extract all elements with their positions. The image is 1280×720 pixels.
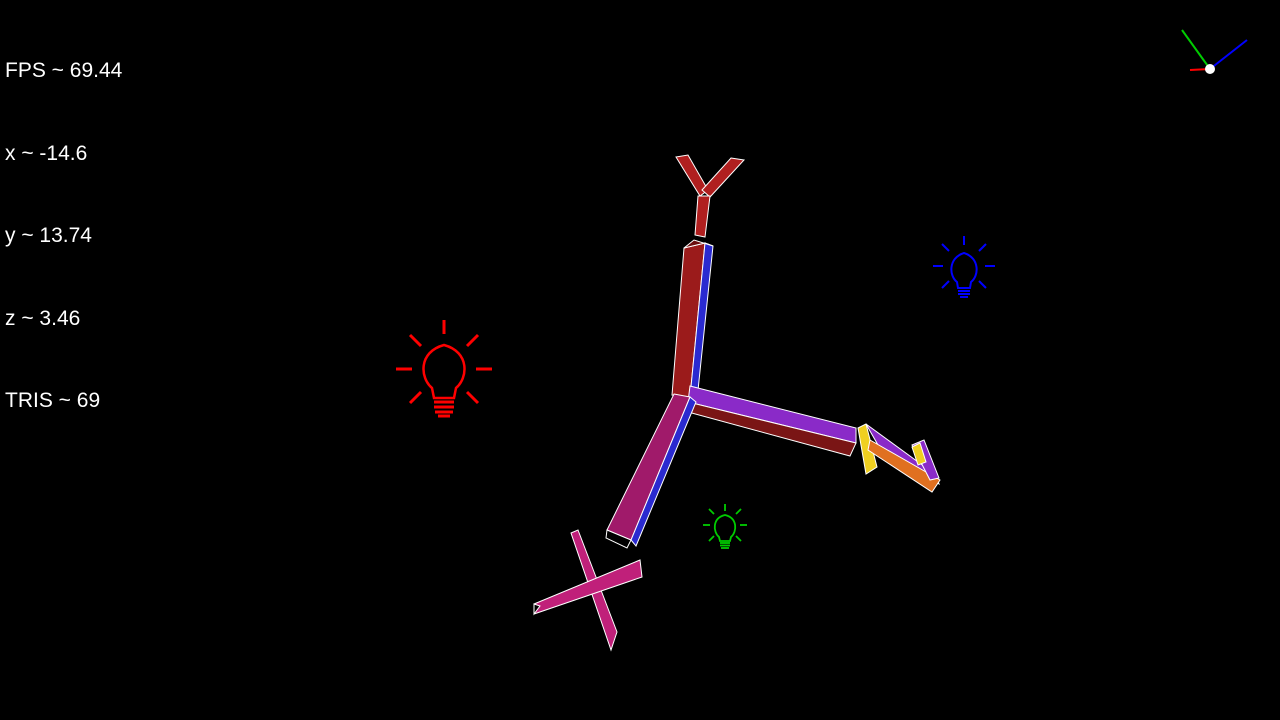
orientation-gizmo[interactable] xyxy=(1181,29,1248,74)
triangle-count-readout: TRIS ~ 69 xyxy=(5,389,101,412)
y-coordinate-readout: y ~ 13.74 xyxy=(5,224,92,247)
y-axis-bar xyxy=(671,239,714,401)
fps-readout: FPS ~ 69.44 xyxy=(5,59,123,82)
light-bulb-icon[interactable] xyxy=(703,504,747,549)
z-axis-label xyxy=(533,529,643,652)
light-bulb-icon[interactable] xyxy=(396,320,492,418)
y-axis-label xyxy=(675,154,746,238)
stats-overlay: FPS ~ 69.44 x ~ -14.6 y ~ 13.74 z ~ 3.46… xyxy=(5,2,122,470)
light-bulb-icon[interactable] xyxy=(933,236,995,298)
x-axis-bar xyxy=(687,385,857,457)
z-axis-bar xyxy=(605,393,697,549)
x-coordinate-readout: x ~ -14.6 xyxy=(5,141,88,165)
x-axis-label xyxy=(857,423,941,493)
z-coordinate-readout: z ~ 3.46 xyxy=(5,306,81,330)
